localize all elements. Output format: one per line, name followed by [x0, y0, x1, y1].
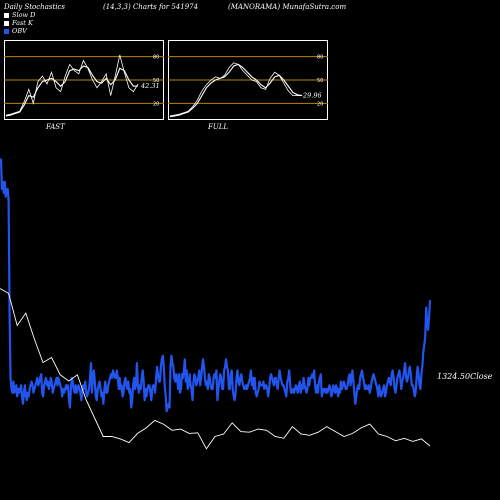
legend-swatch-obv [4, 28, 9, 34]
legend-swatch-slow-d [4, 12, 9, 18]
legend: Slow D Fast K OBV [4, 11, 35, 35]
fast-series-slow-d [5, 65, 139, 117]
close-price-label: 1324.50Close [437, 372, 493, 381]
full-series-slow-d [169, 63, 303, 118]
full-series-fast-k [169, 62, 302, 117]
legend-item-fast-k: Fast K [4, 19, 35, 27]
fast-level-label-20: 20 [153, 101, 159, 107]
legend-swatch-fast-k [4, 20, 9, 26]
header-company: (MANORAMA) MunafaSutra.com [228, 3, 347, 11]
close-price-series-line [0, 288, 431, 450]
full-level-label-20: 20 [317, 101, 323, 107]
legend-label-fast-k: Fast K [12, 19, 33, 27]
fast-value-label: 42.31 [140, 82, 160, 90]
full-level-label-50: 50 [317, 78, 323, 84]
fast-panel-title: FAST [46, 123, 65, 131]
legend-item-obv: OBV [4, 27, 35, 35]
legend-item-slow-d: Slow D [4, 11, 35, 19]
obv-series-line [0, 158, 432, 413]
fast-level-label-80: 80 [153, 55, 159, 61]
legend-label-slow-d: Slow D [12, 11, 36, 19]
header-left: Daily Stochastics [4, 3, 66, 11]
fast-level-label-50: 50 [153, 78, 159, 84]
legend-label-obv: OBV [12, 27, 27, 35]
header-params: (14,3,3) Charts for 541974 [103, 3, 199, 11]
full-panel-title: FULL [208, 123, 229, 131]
full-value-label: 29.96 [302, 92, 322, 100]
fast-series-fast-k [5, 54, 139, 116]
full-level-label-80: 80 [317, 55, 323, 61]
